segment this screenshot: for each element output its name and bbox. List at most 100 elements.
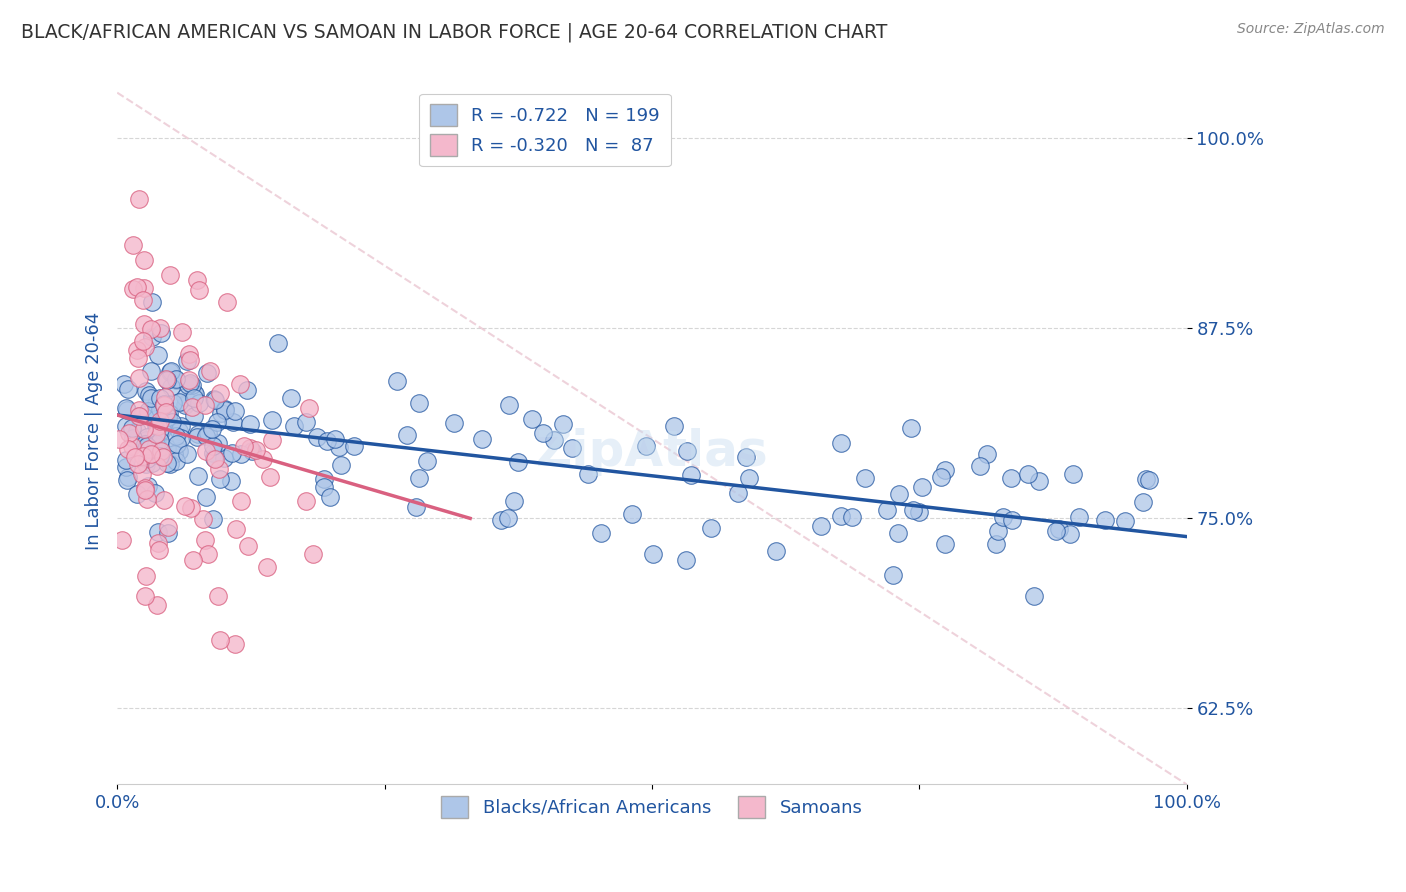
Point: [700, 520, 723, 534]
Point: [215, 294, 238, 309]
Point: [177, 377, 200, 392]
Point: [139, 391, 162, 405]
Point: [156, 525, 179, 540]
Point: [853, 470, 876, 484]
Point: [214, 401, 236, 416]
Point: [1000, 470, 1022, 484]
Point: [122, 237, 145, 252]
Point: [987, 524, 1010, 538]
Point: [810, 518, 832, 533]
Point: [396, 428, 419, 442]
Point: [176, 353, 198, 368]
Point: [202, 392, 225, 407]
Point: [675, 552, 697, 566]
Point: [841, 510, 863, 524]
Point: [636, 438, 658, 452]
Point: [111, 533, 134, 548]
Point: [159, 365, 181, 379]
Point: [198, 364, 221, 378]
Y-axis label: In Labor Force | Age 20-64: In Labor Force | Age 20-64: [86, 312, 103, 550]
Point: [188, 283, 211, 297]
Point: [142, 408, 165, 422]
Point: [132, 281, 155, 295]
Point: [194, 429, 217, 443]
Point: [976, 447, 998, 461]
Point: [128, 402, 150, 417]
Point: [169, 395, 191, 409]
Point: [138, 442, 160, 456]
Point: [297, 401, 319, 415]
Point: [148, 543, 170, 558]
Point: [280, 391, 302, 405]
Point: [156, 456, 179, 470]
Point: [135, 457, 157, 471]
Point: [128, 371, 150, 385]
Point: [229, 493, 252, 508]
Point: [194, 490, 217, 504]
Point: [193, 399, 215, 413]
Point: [225, 522, 247, 536]
Point: [907, 505, 929, 519]
Point: [176, 447, 198, 461]
Point: [186, 430, 208, 444]
Point: [1132, 495, 1154, 509]
Point: [174, 390, 197, 404]
Point: [148, 419, 170, 434]
Text: ZipAtlas: ZipAtlas: [536, 428, 768, 476]
Point: [267, 335, 290, 350]
Point: [170, 325, 193, 339]
Point: [136, 492, 159, 507]
Point: [187, 468, 209, 483]
Point: [150, 326, 173, 341]
Point: [186, 273, 208, 287]
Point: [209, 632, 232, 647]
Point: [124, 450, 146, 465]
Point: [114, 401, 136, 416]
Point: [127, 351, 149, 366]
Point: [180, 500, 202, 515]
Point: [330, 458, 353, 472]
Point: [139, 364, 162, 378]
Point: [127, 457, 149, 471]
Point: [135, 451, 157, 466]
Point: [153, 399, 176, 413]
Point: [1067, 510, 1090, 524]
Point: [201, 446, 224, 460]
Point: [141, 329, 163, 343]
Point: [183, 409, 205, 424]
Point: [135, 569, 157, 583]
Point: [132, 334, 155, 348]
Point: [312, 480, 335, 494]
Point: [1059, 526, 1081, 541]
Point: [167, 424, 190, 438]
Point: [416, 454, 439, 468]
Point: [202, 439, 225, 453]
Point: [224, 637, 246, 651]
Point: [132, 450, 155, 464]
Point: [183, 553, 205, 567]
Point: [662, 419, 685, 434]
Point: [148, 407, 170, 421]
Point: [179, 376, 201, 390]
Point: [194, 533, 217, 547]
Point: [174, 499, 197, 513]
Point: [301, 547, 323, 561]
Point: [229, 376, 252, 391]
Point: [115, 460, 138, 475]
Point: [283, 419, 305, 434]
Point: [134, 340, 156, 354]
Point: [876, 503, 898, 517]
Point: [1139, 473, 1161, 487]
Point: [1022, 589, 1045, 603]
Point: [145, 436, 167, 450]
Point: [207, 589, 229, 603]
Point: [343, 440, 366, 454]
Point: [134, 481, 156, 495]
Point: [180, 378, 202, 392]
Point: [233, 439, 256, 453]
Point: [221, 446, 243, 460]
Point: [149, 321, 172, 335]
Point: [176, 396, 198, 410]
Point: [128, 409, 150, 423]
Point: [117, 470, 139, 484]
